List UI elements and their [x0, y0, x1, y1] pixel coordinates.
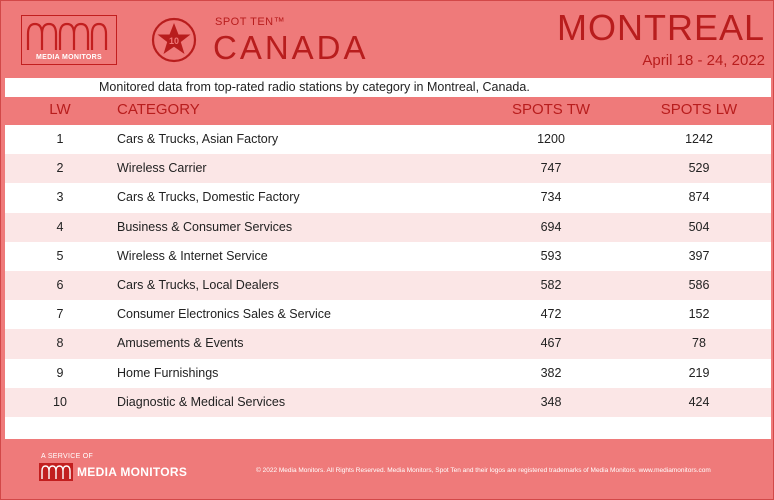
table-row: 3 Cars & Trucks, Domestic Factory 734 87… [5, 183, 771, 213]
category-cell: Wireless Carrier [117, 161, 207, 176]
category-cell: Home Furnishings [117, 365, 219, 380]
category-cell: Cars & Trucks, Local Dealers [117, 277, 279, 292]
spots-tw-cell: 472 [540, 307, 562, 322]
spots-tw-cell: 582 [540, 277, 562, 292]
service-of-label: A SERVICE OF [41, 453, 94, 460]
spots-tw-cell: 467 [540, 336, 562, 351]
media-monitors-logo: MEDIA MONITORS [21, 15, 117, 65]
star-icon: 10 [151, 17, 197, 63]
spot-ten-badge: 10 [151, 17, 197, 63]
spots-lw-cell: 424 [688, 394, 710, 409]
spots-tw-cell: 747 [540, 161, 562, 176]
table-row: 8 Amusements & Events 467 78 [5, 329, 771, 359]
spots-lw-cell: 152 [688, 307, 710, 322]
rank-cell: 10 [53, 394, 67, 409]
waveform-icon [39, 463, 73, 481]
rank-cell: 4 [56, 219, 64, 234]
footer-logo-text: MEDIA MONITORS [77, 465, 188, 479]
spots-lw-cell: 504 [688, 219, 710, 234]
table-row: 4 Business & Consumer Services 694 504 [5, 212, 771, 242]
rank-cell: 7 [56, 307, 64, 322]
spots-tw-cell: 348 [540, 394, 562, 409]
table-row: 10 Diagnostic & Medical Services 348 424 [5, 387, 771, 417]
city-title: MONTREAL [556, 7, 765, 48]
category-cell: Amusements & Events [117, 336, 244, 351]
table-header: LW CATEGORY SPOTS TW SPOTS LW [5, 97, 771, 125]
category-cell: Business & Consumer Services [117, 219, 293, 234]
spots-lw-cell: 78 [692, 336, 706, 351]
spots-lw-cell: 397 [688, 248, 710, 263]
table-row: 1 Cars & Trucks, Asian Factory 1200 1242 [5, 125, 771, 155]
date-range: April 18 - 24, 2022 [642, 52, 765, 69]
country-title: CANADA [213, 29, 369, 66]
logo-label: MEDIA MONITORS [35, 54, 103, 61]
rank-cell: 1 [56, 132, 64, 146]
spots-lw-cell: 1242 [685, 132, 713, 146]
column-header-category: CATEGORY [117, 101, 200, 118]
table-row: 6 Cars & Trucks, Local Dealers 582 586 [5, 270, 771, 301]
table-row: 2 Wireless Carrier 747 529 [5, 154, 771, 184]
spots-lw-cell: 219 [688, 365, 710, 380]
table-spacer [5, 417, 771, 439]
column-header-spots-lw: SPOTS LW [660, 101, 738, 118]
rank-cell: 9 [56, 365, 64, 380]
badge-number: 10 [169, 36, 179, 46]
rank-cell: 5 [56, 248, 64, 263]
column-header-lw: LW [49, 101, 71, 118]
rank-cell: 2 [56, 161, 64, 176]
rank-cell: 8 [56, 336, 64, 351]
copyright-notice: © 2022 Media Monitors. All Rights Reserv… [256, 467, 711, 474]
spot-ten-label: SPOT TEN™ [215, 16, 286, 28]
rank-cell: 3 [56, 190, 64, 205]
spots-tw-cell: 593 [540, 248, 562, 263]
spots-tw-cell: 1200 [537, 132, 565, 146]
spots-lw-cell: 529 [688, 161, 710, 176]
table-row: 5 Wireless & Internet Service 593 397 [5, 241, 771, 271]
category-cell: Consumer Electronics Sales & Service [117, 307, 331, 322]
category-cell: Diagnostic & Medical Services [117, 394, 286, 409]
column-header-spots-tw: SPOTS TW [511, 101, 591, 118]
category-cell: Cars & Trucks, Asian Factory [117, 132, 279, 146]
table-body: 1 Cars & Trucks, Asian Factory 1200 1242… [5, 125, 771, 417]
spots-lw-cell: 586 [688, 277, 710, 292]
waveform-icon [26, 22, 108, 50]
spots-lw-cell: 874 [688, 190, 710, 205]
spots-tw-cell: 382 [540, 365, 562, 380]
table-row: 7 Consumer Electronics Sales & Service 4… [5, 300, 771, 330]
subtitle: Monitored data from top-rated radio stat… [5, 78, 771, 97]
table-row: 9 Home Furnishings 382 219 [5, 358, 771, 388]
category-cell: Cars & Trucks, Domestic Factory [117, 190, 300, 205]
spots-tw-cell: 694 [540, 219, 562, 234]
spots-tw-cell: 734 [540, 190, 562, 205]
category-cell: Wireless & Internet Service [117, 248, 268, 263]
rank-cell: 6 [56, 277, 64, 292]
